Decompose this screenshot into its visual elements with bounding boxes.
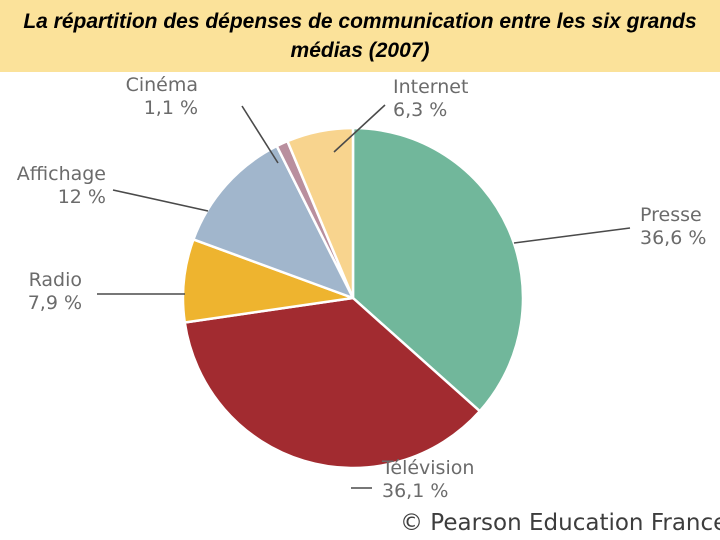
slice-label-cinema: Cinéma bbox=[126, 74, 198, 96]
leader-line-affichage bbox=[112, 189, 209, 212]
pie-slice-internet bbox=[286, 126, 355, 300]
pie-slice-affichage bbox=[192, 144, 355, 300]
title-band: La répartition des dépenses de communica… bbox=[0, 0, 720, 72]
slice-label-presse: Presse bbox=[640, 204, 702, 226]
slice-value-radio: 7,9 % bbox=[28, 292, 82, 314]
leader-line-internet bbox=[333, 104, 386, 153]
leader-lines bbox=[97, 104, 631, 489]
slice-label-television: Télévision bbox=[381, 457, 474, 479]
slice-value-affichage: 12 % bbox=[58, 186, 106, 208]
slice-label-radio: Radio bbox=[29, 269, 82, 291]
leader-line-cinema bbox=[241, 105, 279, 164]
chart-title: La répartition des dépenses de communica… bbox=[23, 10, 697, 62]
leader-line-presse bbox=[513, 227, 631, 244]
slice-label-internet: Internet bbox=[393, 76, 468, 98]
pie-slices bbox=[181, 126, 525, 470]
copyright-notice: © Pearson Education France bbox=[400, 510, 720, 536]
slice-label-affichage: Affichage bbox=[17, 163, 106, 185]
pie-slice-presse bbox=[351, 126, 525, 413]
slice-value-television: 36,1 % bbox=[382, 480, 448, 502]
pie-slice-television bbox=[183, 296, 482, 470]
slice-value-internet: 6,3 % bbox=[393, 99, 447, 121]
slice-value-presse: 36,6 % bbox=[640, 227, 706, 249]
slice-value-cinema: 1,1 % bbox=[144, 97, 198, 119]
